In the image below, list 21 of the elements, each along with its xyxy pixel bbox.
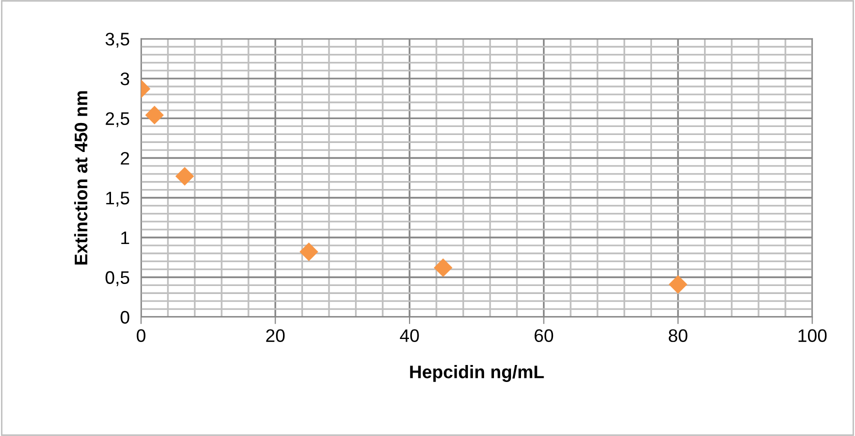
point <box>434 258 452 278</box>
y-tick-label: 2 <box>120 152 130 165</box>
y-tick-label: 0 <box>120 310 130 324</box>
y-axis-title: Extinction at 450 nm <box>74 91 88 264</box>
y-tick-label: 3 <box>120 72 130 86</box>
x-tick-label: 80 <box>668 329 688 342</box>
x-tick-label: 40 <box>400 329 419 342</box>
x-tick-label: 100 <box>798 329 827 342</box>
y-tick-label: 0,5 <box>106 271 130 286</box>
point <box>668 275 688 294</box>
x-axis-title: Hepcidin ng/mL <box>410 365 544 382</box>
y-tick-label: 2,5 <box>106 112 130 128</box>
y-tick-label: 1 <box>121 232 130 244</box>
x-tick-label: 20 <box>266 329 285 342</box>
y-tick-label: 1,5 <box>106 192 130 207</box>
point <box>175 166 194 186</box>
y-tick-label: 3,5 <box>106 32 130 48</box>
x-tick-label: 0 <box>136 329 146 342</box>
point <box>300 242 318 262</box>
x-tick-label: 60 <box>534 329 554 342</box>
point <box>145 106 164 124</box>
